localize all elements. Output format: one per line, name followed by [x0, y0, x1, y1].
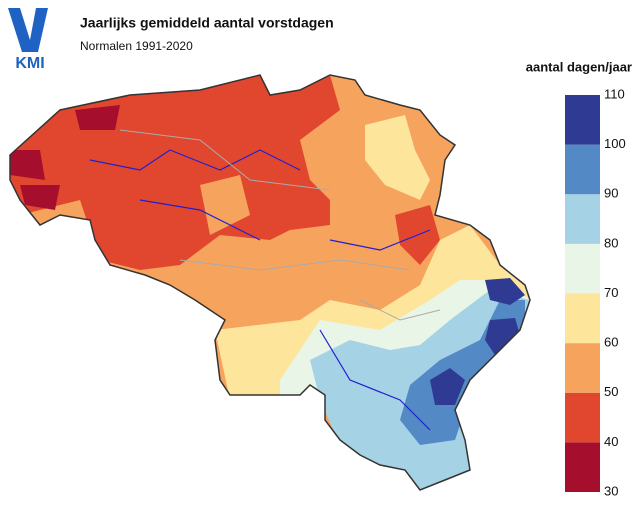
legend-tick-label: 90 [604, 186, 618, 201]
legend-swatch [565, 194, 600, 244]
province-border [119, 129, 441, 321]
logo: KMI [8, 8, 48, 72]
legend-title: aantal dagen/jaar [526, 59, 632, 74]
country-border [9, 74, 531, 491]
river [89, 149, 431, 431]
map [10, 75, 530, 490]
legend-tick-label: 30 [604, 483, 618, 498]
legend-swatch [565, 343, 600, 393]
legend-swatch [565, 392, 600, 443]
legend-swatch [565, 243, 600, 294]
legend-swatch [565, 293, 600, 344]
map-region [10, 105, 120, 210]
legend-tick-label: 60 [604, 335, 618, 350]
legend-tick-label: 80 [604, 235, 618, 250]
legend-tick-label: 110 [604, 86, 625, 101]
legend-tick-label: 40 [604, 434, 618, 449]
legend-tick-label: 100 [604, 136, 626, 151]
map-region [200, 175, 250, 235]
title: Jaarlijks gemiddeld aantal vorstdagen [80, 15, 334, 31]
legend: 30 40 50 60 70 80 90 100 110 [565, 86, 626, 498]
subtitle: Normalen 1991-2020 [80, 39, 193, 53]
legend-swatch [565, 144, 600, 195]
logo-text: KMI [15, 55, 44, 72]
map-region [430, 278, 525, 405]
legend-swatch [565, 442, 600, 492]
legend-swatch [565, 95, 600, 145]
legend-tick-label: 70 [604, 285, 618, 300]
legend-tick-label: 50 [604, 384, 618, 399]
